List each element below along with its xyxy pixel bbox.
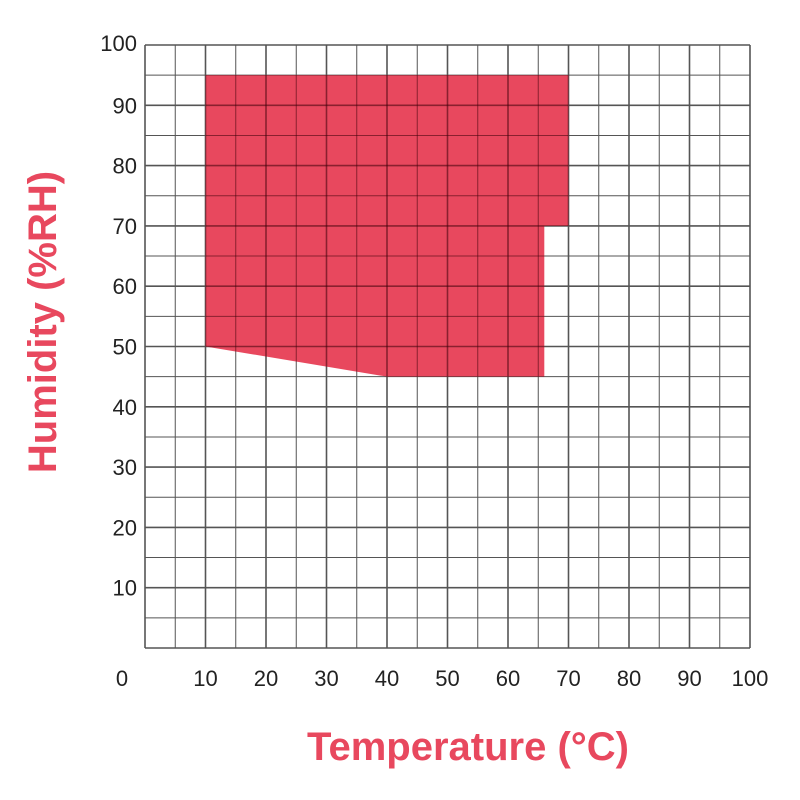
y-axis-label: Humidity (%RH) — [21, 171, 65, 473]
grid-overlay — [205, 75, 569, 377]
y-tick-label: 80 — [113, 154, 137, 179]
x-tick-label: 50 — [435, 666, 459, 691]
x-tick-label: 90 — [677, 666, 701, 691]
y-tick-label: 60 — [113, 274, 137, 299]
x-tick-label: 80 — [617, 666, 641, 691]
y-tick-label: 30 — [113, 455, 137, 480]
x-axis-label: Temperature (°C) — [307, 725, 629, 769]
x-tick-label: 10 — [193, 666, 217, 691]
x-tick-label: 100 — [732, 666, 769, 691]
y-tick-label: 20 — [113, 515, 137, 540]
x-tick-label: 0 — [116, 666, 128, 691]
x-tick-labels: 0 10 20 30 40 50 60 70 80 90 100 — [116, 666, 768, 691]
y-tick-label: 100 — [100, 31, 137, 56]
y-tick-label: 40 — [113, 395, 137, 420]
y-tick-label: 70 — [113, 214, 137, 239]
y-tick-labels: 10 20 30 40 50 60 70 80 90 100 — [100, 31, 137, 601]
x-tick-label: 40 — [375, 666, 399, 691]
x-tick-label: 30 — [314, 666, 338, 691]
y-tick-label: 50 — [113, 335, 137, 360]
x-tick-label: 60 — [496, 666, 520, 691]
y-tick-label: 10 — [113, 576, 137, 601]
x-tick-label: 70 — [556, 666, 580, 691]
x-tick-label: 20 — [254, 666, 278, 691]
y-tick-label: 90 — [113, 93, 137, 118]
